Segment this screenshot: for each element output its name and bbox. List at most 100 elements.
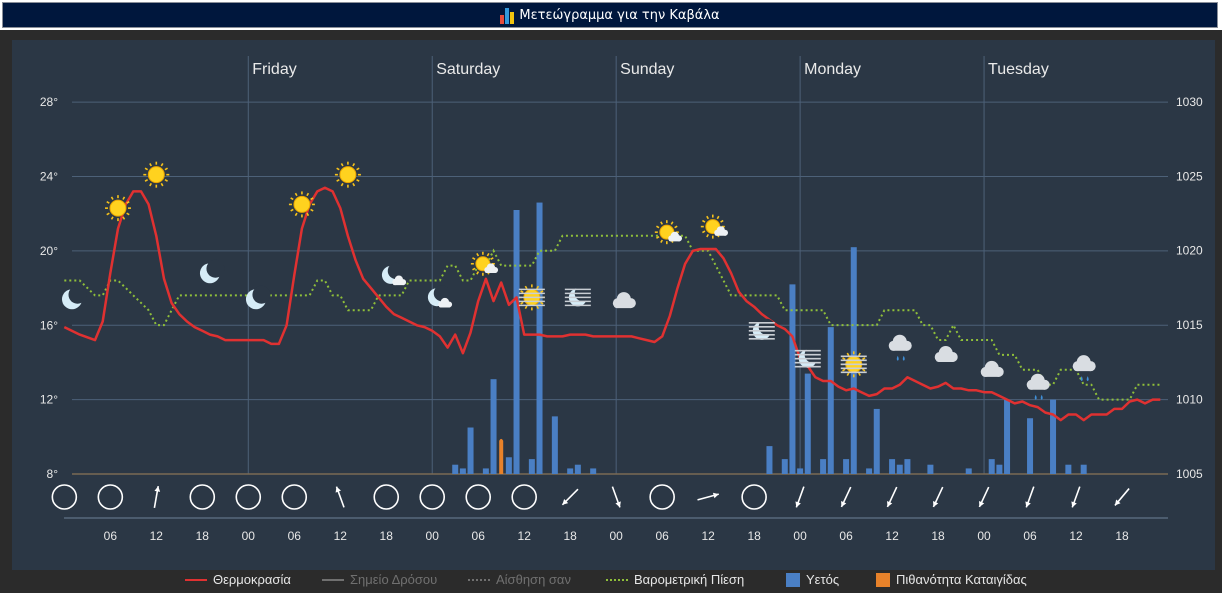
sun-ray: [540, 301, 544, 305]
legend-item[interactable]: Βαρομετρική Πίεση: [606, 572, 744, 587]
moon-fog-icon: [564, 285, 591, 307]
precipitation-bar: [574, 464, 581, 474]
sun-ray: [356, 167, 360, 171]
cloud-base: [613, 302, 634, 309]
sun-ray: [846, 372, 850, 376]
sun-icon: [288, 191, 315, 218]
moon-shadow: [206, 259, 225, 278]
sun-disc: [293, 195, 311, 213]
y2-tick-label: 1030: [1176, 95, 1203, 109]
sun-cloud-icon: [470, 251, 499, 276]
sun-ray: [122, 216, 126, 220]
x-tick-label: 18: [931, 529, 945, 543]
x-tick-label: 00: [426, 529, 440, 543]
sun-disc: [147, 166, 165, 184]
legend-label: Βαρομετρική Πίεση: [634, 572, 745, 587]
sun-ray: [720, 219, 724, 223]
y2-tick-label: 1005: [1176, 467, 1203, 481]
wind-arrow-head: [615, 501, 621, 508]
y-tick-label: 20°: [40, 244, 58, 258]
x-tick-label: 00: [609, 529, 623, 543]
wind-arrow-icon: [561, 488, 579, 506]
moon-fog-icon: [794, 346, 821, 368]
sun-ray: [524, 305, 528, 310]
legend-item[interactable]: Αίσθηση σαν: [468, 572, 571, 587]
calm-wind-icon: [741, 484, 767, 510]
x-tick-label: 00: [977, 529, 991, 543]
title-bar: Μετεώγραμμα για την Καβάλα: [2, 2, 1218, 28]
moon-icon: [62, 285, 87, 310]
y-tick-label: 24°: [40, 170, 58, 184]
calm-wind-icon: [465, 484, 492, 510]
x-tick-label: 00: [242, 529, 256, 543]
moon-icon: [245, 285, 271, 310]
y2-tick-label: 1020: [1176, 244, 1203, 258]
legend-item[interactable]: Πιθανότητα Καταιγίδας: [876, 572, 1027, 587]
precipitation-bar: [873, 408, 880, 474]
sun-ray: [336, 167, 340, 171]
legend-swatch: [185, 578, 207, 581]
wind-arrow-head: [1114, 499, 1121, 506]
moon-shadow: [387, 262, 404, 279]
sun-ray: [290, 197, 294, 201]
sun-ray: [110, 196, 114, 200]
calm-wind-icon: [649, 484, 675, 510]
wind-arrow-icon: [1114, 488, 1130, 506]
precipitation-bar: [452, 464, 459, 474]
raindrop: [1040, 394, 1043, 400]
x-tick-label: 12: [334, 529, 348, 543]
legend-swatch: [786, 572, 800, 587]
sun-ray: [706, 215, 709, 220]
sun-ray: [842, 357, 846, 361]
legend-item[interactable]: Υετός: [786, 572, 839, 587]
sun-ray: [862, 357, 866, 361]
sun-ray: [702, 219, 706, 223]
precipitation-bar: [1004, 399, 1011, 474]
temperature-line: [63, 186, 1161, 422]
cloud-base: [935, 356, 956, 363]
cloud-base: [484, 269, 497, 273]
sun-fog-icon: [518, 284, 545, 311]
legend-swatch: [876, 572, 890, 587]
legend-label: Αίσθηση σαν: [496, 572, 571, 587]
wind-arrow-icon: [153, 486, 161, 508]
day-label: Friday: [252, 61, 296, 78]
x-tick-label: 06: [1023, 529, 1037, 543]
cloud-base: [438, 303, 451, 308]
sun-ray: [336, 178, 340, 182]
cloud-icon: [934, 346, 958, 363]
sun-ray: [486, 252, 490, 257]
legend-swatch: [468, 578, 490, 581]
sun-ray: [306, 192, 310, 197]
y-tick-label: 28°: [40, 95, 58, 109]
sun-ray: [126, 212, 130, 216]
sun-cloud-icon: [700, 214, 729, 239]
sun-ray: [656, 225, 660, 229]
cloud-base: [668, 237, 681, 242]
legend-item[interactable]: Θερμοκρασία: [185, 572, 291, 587]
moon-fog-icon: [748, 318, 775, 340]
wind-arrow-head: [1025, 501, 1031, 508]
calm-wind-icon: [511, 484, 537, 510]
y-tick-label: 16°: [40, 318, 58, 332]
x-tick-label: 12: [518, 529, 532, 543]
calm-wind-icon: [373, 484, 400, 510]
precipitation-bar: [482, 468, 489, 474]
x-tick-label: 12: [701, 529, 715, 543]
raindrop: [1034, 394, 1037, 400]
sun-icon: [104, 195, 131, 222]
sun-ray: [106, 212, 110, 216]
precipitation-bar: [1050, 399, 1057, 474]
x-tick-label: 06: [655, 529, 669, 543]
wind-arrow-icon: [795, 486, 805, 508]
cloud-base: [714, 232, 727, 236]
sun-ray: [536, 285, 540, 290]
sun-ray: [842, 368, 846, 372]
wind-arrow-head: [795, 501, 801, 508]
x-tick-label: 00: [793, 529, 807, 543]
raindrop: [1086, 376, 1089, 382]
precipitation-bar: [567, 468, 574, 474]
sun-ray: [122, 196, 126, 200]
legend-item[interactable]: Σημείο Δρόσου: [322, 572, 437, 587]
wind-arrow-head: [979, 500, 985, 507]
